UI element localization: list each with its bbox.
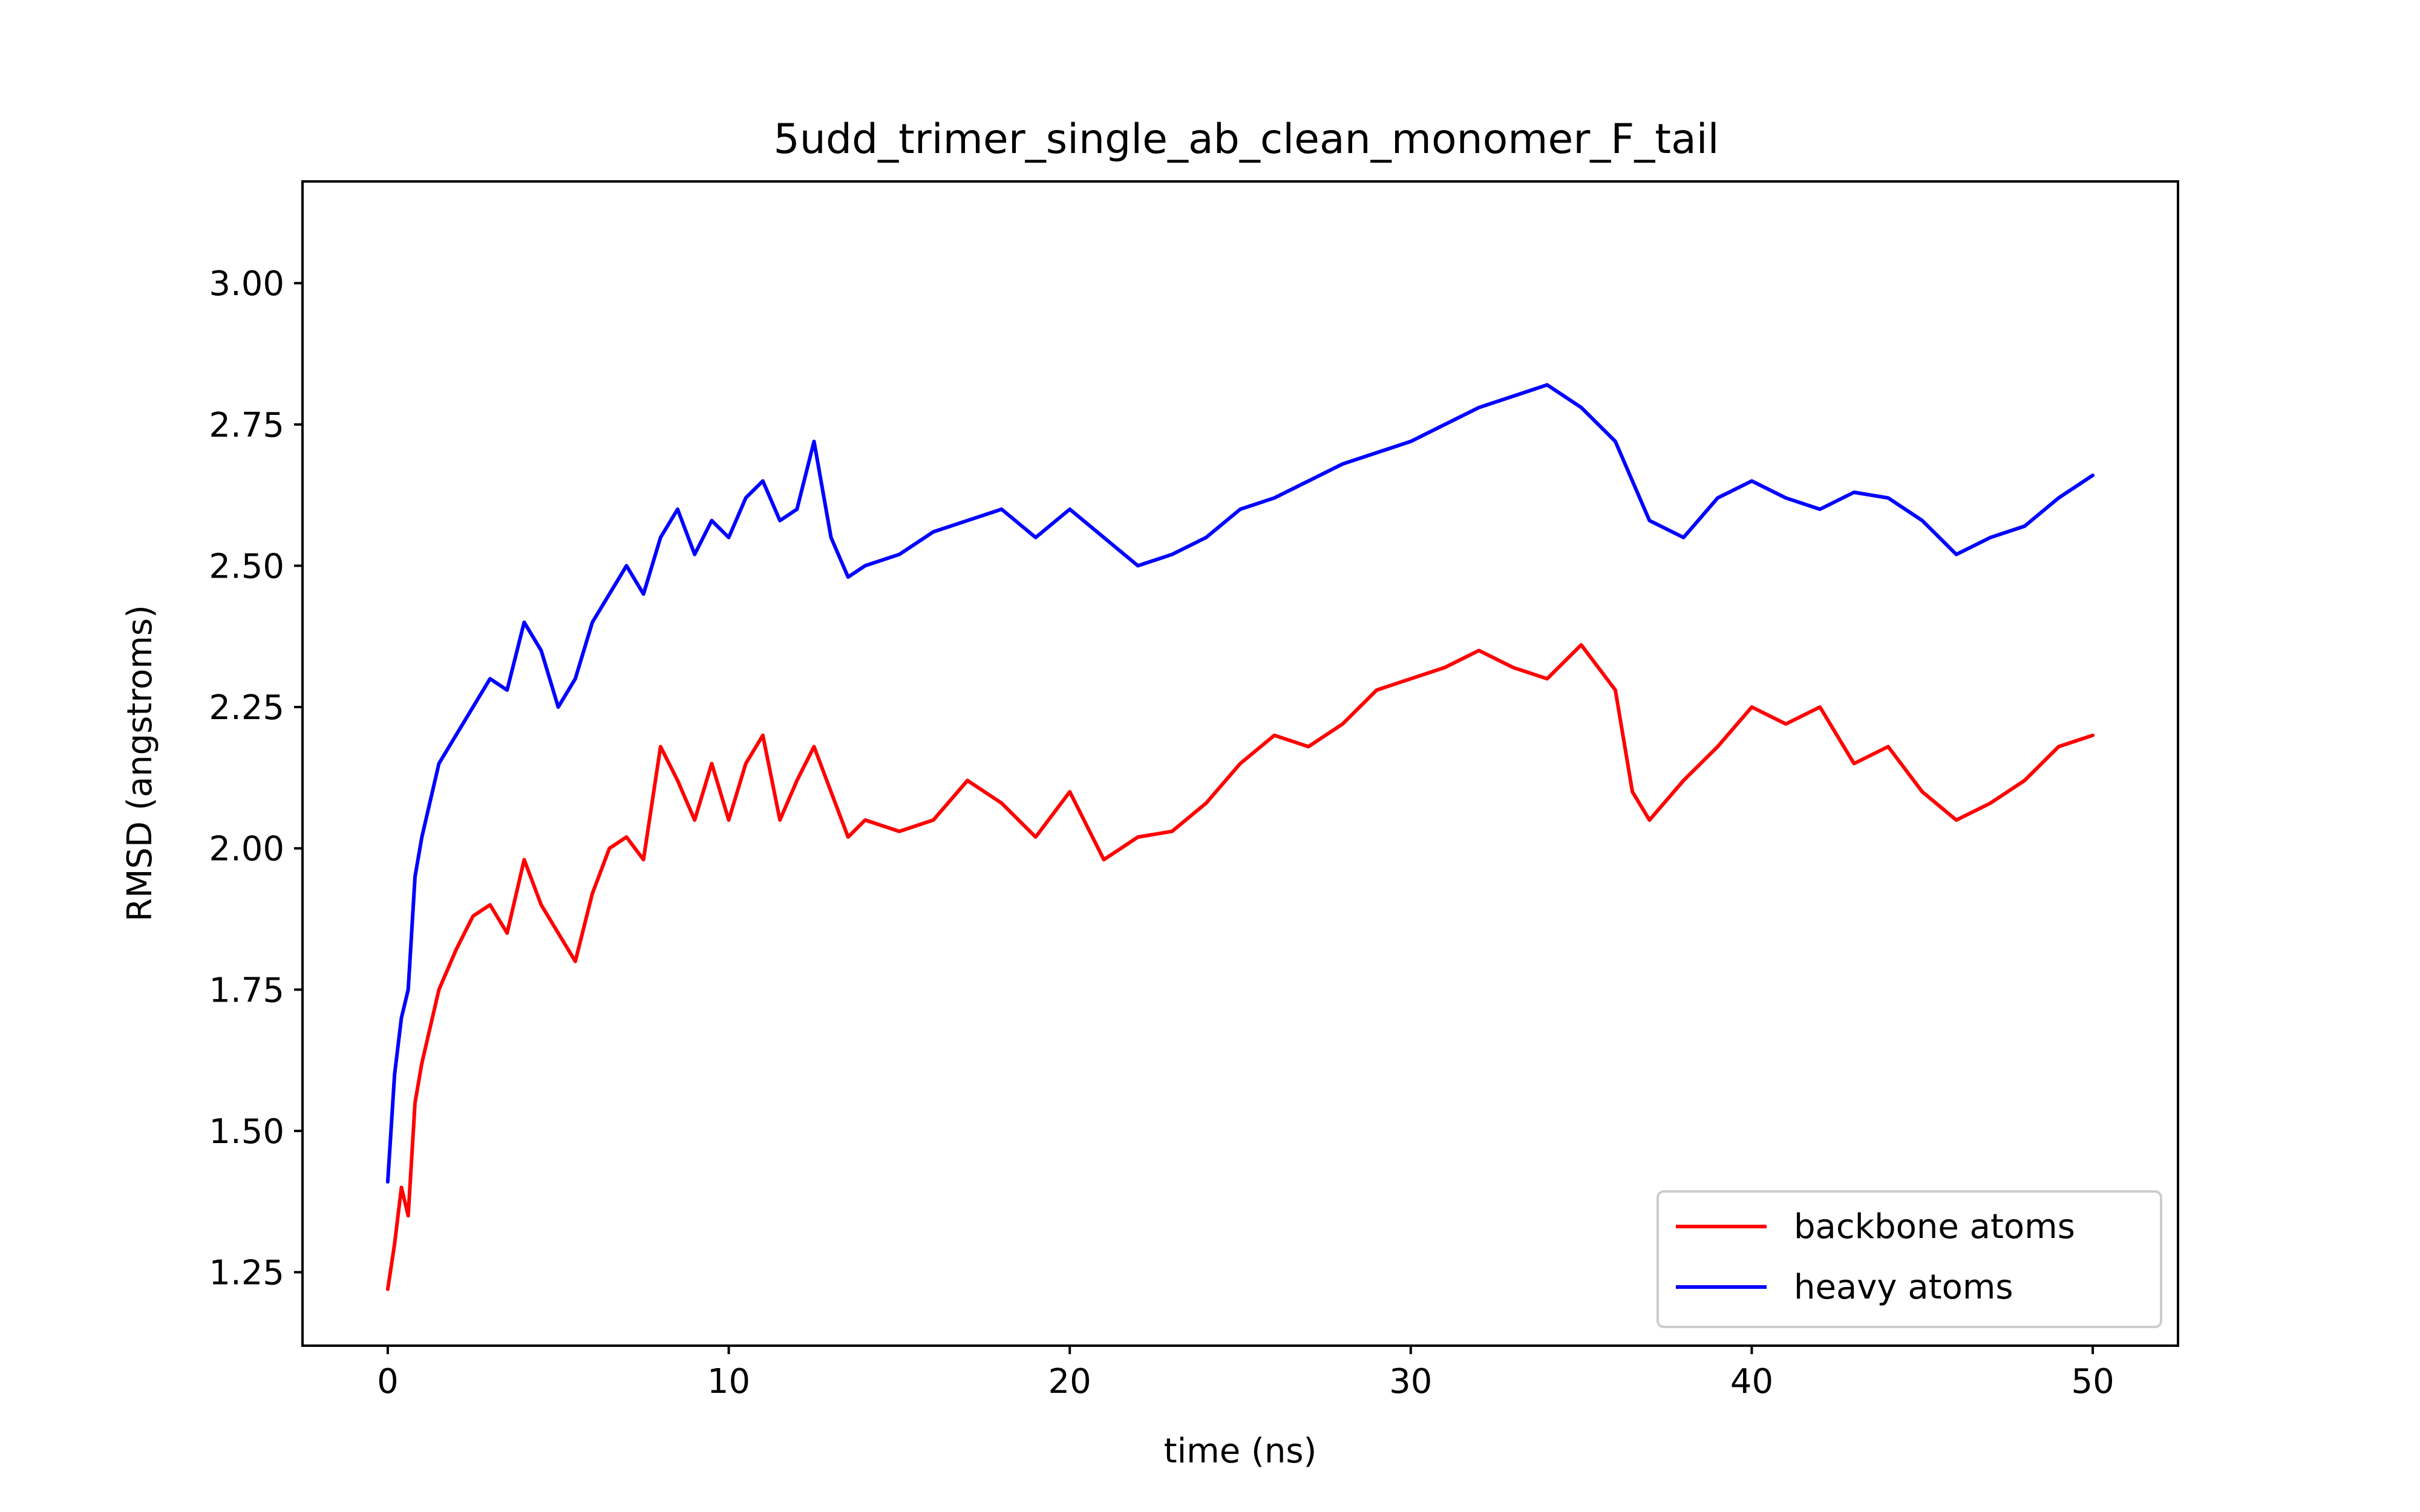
series-line-heavy-atoms (385, 383, 2095, 1184)
legend-label-heavy-atoms: heavy atoms (1794, 1268, 2013, 1307)
x-axis-label: time (ns) (1164, 1432, 1317, 1471)
x-tick-label: 40 (1730, 1362, 1773, 1401)
x-tick-label: 10 (707, 1362, 750, 1401)
y-axis-ticks: 1.25 1.50 1.75 2.00 2.25 2.50 2.75 3.00 (209, 264, 302, 1293)
y-axis-label: RMSD (angstroms) (120, 605, 160, 922)
x-tick-label: 20 (1048, 1362, 1091, 1401)
legend: backbone atoms heavy atoms (1656, 1190, 2162, 1328)
y-tick-label: 3.00 (209, 264, 284, 304)
legend-label-backbone-atoms: backbone atoms (1794, 1207, 2075, 1246)
y-tick-label: 2.00 (209, 830, 284, 869)
y-tick-label: 1.50 (209, 1112, 284, 1152)
y-tick-label: 1.25 (209, 1254, 284, 1293)
legend-box (1656, 1190, 2162, 1328)
x-tick-label: 0 (377, 1362, 399, 1401)
y-tick-label: 2.25 (209, 688, 284, 728)
y-tick-label: 1.75 (209, 971, 284, 1010)
plot-frame (301, 180, 2179, 1347)
y-tick-label: 2.50 (209, 547, 284, 586)
x-axis-ticks: 0 10 20 30 40 50 (377, 1346, 2114, 1401)
series-line-backbone-atoms (385, 643, 2095, 1291)
y-tick-label: 2.75 (209, 406, 284, 445)
x-tick-label: 50 (2071, 1362, 2114, 1401)
series-layer (385, 383, 2095, 1291)
chart-title: 5udd_trimer_single_ab_clean_monomer_F_ta… (773, 116, 1719, 163)
x-tick-label: 30 (1389, 1362, 1432, 1401)
